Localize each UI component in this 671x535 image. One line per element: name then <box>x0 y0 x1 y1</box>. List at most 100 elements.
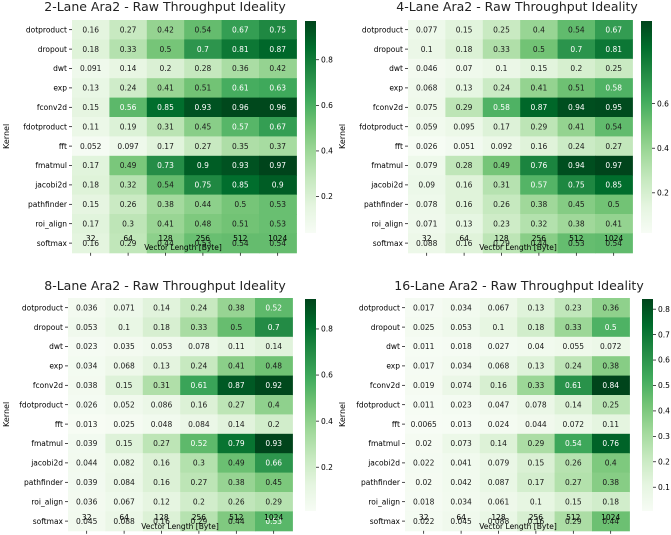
cell-value-label: 0.23 <box>493 219 510 228</box>
y-tick-label: exp <box>53 84 67 93</box>
colorbar-tick-label: 0.6 <box>321 371 333 380</box>
cell-value-label: 0.54 <box>568 25 585 34</box>
cell-value-label: 0.63 <box>269 84 286 93</box>
y-tick-label: dwt <box>386 342 400 351</box>
cell-value-label: 0.27 <box>120 25 137 34</box>
x-axis-label: Vector Length [Byte] <box>144 243 222 252</box>
x-axis-label: Vector Length [Byte] <box>141 522 219 531</box>
cell-value-label: 0.18 <box>82 45 99 54</box>
cell-value-label: 0.082 <box>113 459 135 468</box>
cell-value-label: 0.54 <box>195 25 212 34</box>
cell-value-label: 0.24 <box>565 362 582 371</box>
cell-value-label: 0.025 <box>413 323 435 332</box>
cell-value-label: 0.81 <box>232 45 249 54</box>
cell-value-label: 0.5 <box>230 323 242 332</box>
cell-value-label: 0.31 <box>153 381 170 390</box>
cell-value-label: 0.29 <box>531 122 548 131</box>
cell-value-label: 0.4 <box>605 459 617 468</box>
x-tick-label: 256 <box>192 513 207 522</box>
cell-value-label: 0.31 <box>493 181 510 190</box>
y-tick-label: roi_align <box>368 497 400 506</box>
colorbar-tick-label: 0.8 <box>658 305 670 314</box>
colorbar <box>305 21 316 233</box>
cell-value-label: 0.54 <box>157 181 174 190</box>
cell-value-label: 0.57 <box>232 122 249 131</box>
cell-value-label: 0.45 <box>195 122 212 131</box>
cell-value-label: 0.047 <box>488 400 510 409</box>
cell-value-label: 0.36 <box>232 64 249 73</box>
cell-value-label: 0.013 <box>76 420 98 429</box>
cell-value-label: 0.011 <box>413 342 435 351</box>
cell-value-label: 0.53 <box>269 219 286 228</box>
cell-value-label: 0.44 <box>195 200 212 209</box>
x-tick-label: 128 <box>154 513 169 522</box>
y-tick-label: dwt <box>53 64 67 73</box>
cell-value-label: 0.034 <box>76 362 98 371</box>
cell-value-label: 0.41 <box>157 84 174 93</box>
cell-value-label: 0.5 <box>605 323 617 332</box>
cell-value-label: 0.24 <box>120 84 137 93</box>
cell-value-label: 0.09 <box>418 181 435 190</box>
cell-value-label: 0.0065 <box>411 420 437 429</box>
cell-value-label: 0.73 <box>157 161 174 170</box>
cell-value-label: 0.25 <box>493 25 510 34</box>
cell-value-label: 0.92 <box>265 381 282 390</box>
cell-value-label: 0.15 <box>531 64 548 73</box>
cell-value-label: 0.4 <box>533 25 545 34</box>
x-tick-label: 128 <box>494 234 509 243</box>
cell-value-label: 0.5 <box>160 45 172 54</box>
x-tick-label: 1024 <box>264 513 283 522</box>
x-tick-label: 512 <box>233 234 248 243</box>
cell-value-label: 0.95 <box>605 103 622 112</box>
cell-value-label: 0.084 <box>188 420 210 429</box>
cell-value-label: 0.26 <box>565 459 582 468</box>
cell-value-label: 0.097 <box>117 142 139 151</box>
cell-value-label: 0.052 <box>80 142 102 151</box>
cell-value-label: 0.3 <box>193 459 205 468</box>
colorbar-tick-label: 0.4 <box>321 417 333 426</box>
cell-value-label: 0.3 <box>122 219 134 228</box>
cell-value-label: 0.75 <box>269 25 286 34</box>
x-tick-label: 1024 <box>601 513 620 522</box>
cell-value-label: 0.059 <box>416 122 438 131</box>
cell-value-label: 0.17 <box>493 122 510 131</box>
cell-value-label: 0.052 <box>113 400 135 409</box>
cell-value-label: 0.29 <box>456 103 473 112</box>
cell-value-label: 0.26 <box>493 200 510 209</box>
y-tick-label: softmax <box>33 517 64 526</box>
cell-value-label: 0.18 <box>82 181 99 190</box>
cell-value-label: 0.1 <box>421 45 433 54</box>
cell-value-label: 0.027 <box>488 342 510 351</box>
x-axis-label: Vector Length [Byte] <box>479 522 557 531</box>
x-tick-label: 128 <box>491 513 506 522</box>
cell-value-label: 0.23 <box>565 303 582 312</box>
cell-value-label: 0.14 <box>265 342 282 351</box>
cell-value-label: 0.15 <box>528 459 545 468</box>
panel-title: 8-Lane Ara2 - Raw Throughput Ideality <box>44 278 286 293</box>
cell-value-label: 0.046 <box>416 64 438 73</box>
x-tick-label: 256 <box>196 234 211 243</box>
cell-value-label: 0.41 <box>157 219 174 228</box>
cell-value-label: 0.41 <box>568 122 585 131</box>
cell-value-label: 0.12 <box>153 497 170 506</box>
cell-value-label: 0.034 <box>450 362 472 371</box>
cell-value-label: 0.17 <box>528 478 545 487</box>
y-tick-label: fdotproduct <box>23 122 67 131</box>
y-tick-label: dwt <box>389 64 403 73</box>
y-tick-label: softmax <box>373 239 404 248</box>
colorbar-tick-label: 0.8 <box>321 55 333 64</box>
cell-value-label: 0.084 <box>113 478 135 487</box>
cell-value-label: 0.16 <box>456 200 473 209</box>
cell-value-label: 0.1 <box>530 497 542 506</box>
cell-value-label: 0.061 <box>488 497 510 506</box>
cell-value-label: 0.071 <box>416 219 438 228</box>
cell-value-label: 0.97 <box>269 161 286 170</box>
cell-value-label: 0.35 <box>232 142 249 151</box>
cell-value-label: 0.19 <box>120 122 137 131</box>
y-tick-label: fdotproduct <box>359 122 403 131</box>
cell-value-label: 0.072 <box>600 342 622 351</box>
cell-value-label: 0.15 <box>116 381 133 390</box>
cell-value-label: 0.87 <box>228 381 245 390</box>
cell-value-label: 0.086 <box>151 400 173 409</box>
